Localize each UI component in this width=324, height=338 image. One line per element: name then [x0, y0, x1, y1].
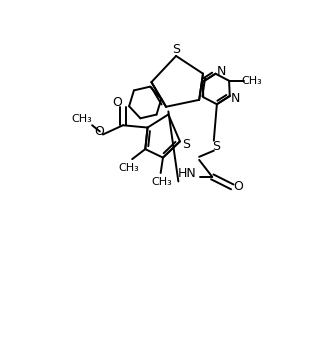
Text: CH₃: CH₃ — [242, 76, 262, 86]
Text: HN: HN — [178, 167, 197, 179]
Text: CH₃: CH₃ — [71, 114, 92, 124]
Text: S: S — [172, 43, 180, 56]
Text: N: N — [217, 65, 226, 78]
Text: O: O — [94, 125, 104, 138]
Text: S: S — [182, 138, 190, 151]
Text: O: O — [112, 96, 122, 110]
Text: N: N — [231, 92, 241, 105]
Text: O: O — [234, 180, 243, 193]
Text: CH₃: CH₃ — [119, 163, 139, 173]
Text: S: S — [212, 140, 220, 152]
Text: CH₃: CH₃ — [152, 177, 173, 187]
